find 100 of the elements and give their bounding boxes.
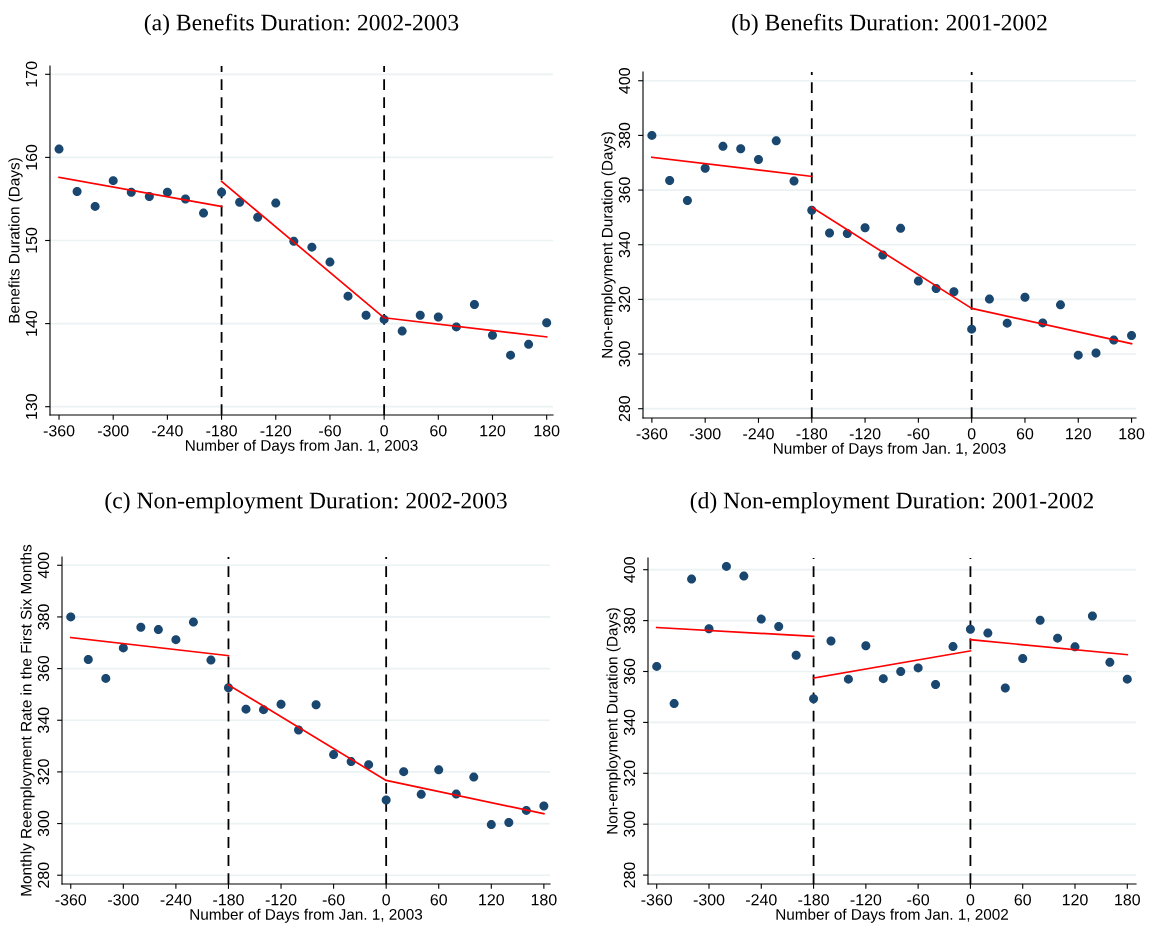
point (682, 195, 692, 205)
chart-title: (c) Non-employment Duration: 2002-2003 (105, 491, 507, 514)
point (843, 674, 853, 684)
point (878, 674, 888, 684)
point (66, 612, 76, 622)
x-tick-label: -360 (55, 894, 87, 906)
point (329, 750, 339, 760)
point (83, 655, 93, 665)
y-tick-label: 360 (623, 658, 636, 685)
point (415, 310, 425, 320)
point (307, 242, 317, 252)
point (753, 154, 763, 164)
point (469, 772, 479, 782)
x-tick-label: -120 (265, 894, 297, 906)
point (791, 650, 801, 660)
point (433, 312, 443, 322)
x-tick-label: 60 (1014, 894, 1031, 906)
point (665, 176, 675, 185)
point (721, 561, 731, 571)
point (1056, 300, 1065, 310)
x-tick-label: -60 (319, 425, 341, 437)
point (397, 326, 407, 336)
y-tick-label: 300 (37, 810, 50, 837)
point (504, 818, 514, 828)
point (72, 186, 82, 196)
x-tick-label: 180 (1115, 894, 1140, 906)
y-tick-label: 320 (37, 759, 50, 785)
y-tick-label: 130 (25, 393, 38, 419)
point (539, 801, 549, 811)
point (1018, 654, 1028, 664)
point (1073, 350, 1083, 360)
point (364, 760, 374, 770)
y-tick-label: 400 (37, 552, 50, 579)
x-axis-title: Number of Days from Jan. 1, 2003 (186, 439, 418, 454)
x-axis-title: Number of Days from Jan. 1, 2003 (190, 908, 423, 923)
y-tick-label: 150 (25, 227, 38, 253)
x-tick-label: -300 (97, 425, 129, 437)
x-tick-label: 120 (479, 894, 504, 906)
point (271, 198, 281, 208)
x-tick-label: -240 (152, 425, 183, 437)
point (118, 643, 128, 653)
chart-title: (b) Benefits Duration: 2001-2002 (732, 13, 1047, 36)
x-tick-label: 0 (966, 894, 975, 906)
point (718, 141, 728, 151)
x-tick-label: -180 (798, 894, 829, 906)
y-axis-title: Benefits Duration (Days) (8, 158, 23, 323)
x-tick-label: -300 (689, 428, 721, 440)
point (1127, 330, 1136, 340)
point (652, 661, 662, 671)
y-tick-label: 380 (623, 607, 636, 634)
x-tick-label: 0 (967, 428, 976, 440)
point (1053, 633, 1063, 643)
point (1122, 674, 1132, 684)
point (948, 642, 958, 652)
x-tick-label: -360 (636, 428, 668, 440)
x-tick-label: -120 (850, 894, 882, 906)
x-tick-label: -60 (907, 428, 930, 440)
point (101, 673, 111, 683)
point (1035, 615, 1045, 625)
x-tick-label: 0 (382, 894, 390, 906)
point (825, 228, 835, 238)
point (647, 130, 657, 140)
point (434, 765, 444, 775)
x-tick-label: -180 (206, 425, 237, 437)
x-tick-label: 120 (1062, 894, 1088, 906)
x-tick-label: -360 (641, 894, 673, 906)
y-tick-label: 340 (618, 232, 631, 258)
x-tick-label: 120 (1066, 428, 1091, 440)
point (253, 212, 263, 222)
point (826, 636, 836, 646)
point (1000, 683, 1010, 693)
point (343, 291, 353, 301)
point (1091, 348, 1101, 358)
x-tick-label: -180 (213, 894, 244, 906)
point (983, 628, 993, 638)
point (188, 617, 198, 627)
point (162, 187, 172, 197)
point (542, 318, 552, 328)
point (381, 795, 391, 805)
point (1020, 292, 1030, 302)
x-tick-label: 180 (534, 425, 560, 437)
x-tick-label: -120 (849, 428, 881, 440)
y-tick-label: 380 (37, 604, 50, 630)
point (325, 257, 335, 267)
y-axis-title: Non-employment Duration (Days) (601, 132, 616, 358)
point (687, 574, 697, 584)
point (486, 820, 496, 830)
point (861, 641, 871, 651)
point (108, 176, 118, 186)
x-tick-label: -60 (322, 894, 345, 906)
y-tick-label: 360 (37, 655, 50, 682)
point (669, 699, 679, 709)
point (199, 208, 209, 218)
x-tick-label: -180 (796, 428, 828, 440)
x-tick-label: 180 (1119, 428, 1145, 440)
point (153, 625, 163, 635)
y-tick-label: 280 (37, 862, 50, 888)
x-tick-label: -240 (160, 894, 192, 906)
point (136, 622, 146, 632)
point (361, 310, 371, 320)
